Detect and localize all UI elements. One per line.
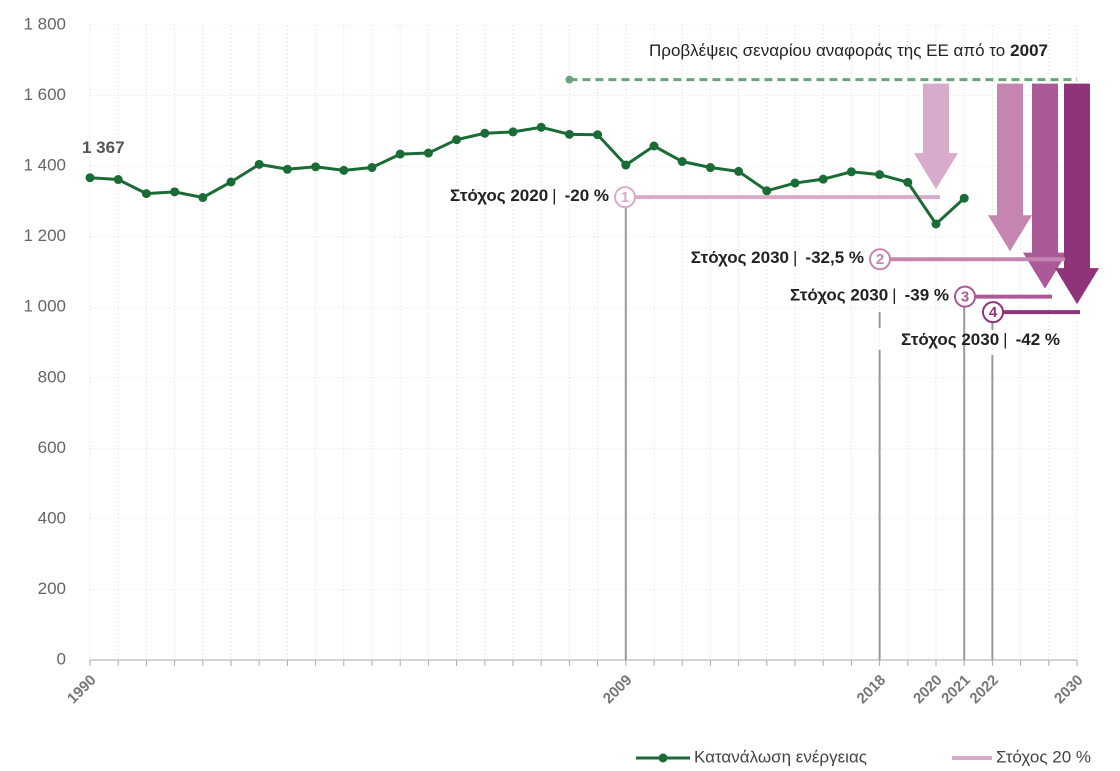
data-point [734,166,744,176]
data-label: 1 367 [82,138,125,157]
data-point [170,187,180,197]
target-number: 1 [621,189,629,206]
target-name: Στόχος 2020 [450,187,548,206]
target-badge [614,186,636,209]
legend-label: Στόχος 20 % [996,747,1091,766]
data-point [282,164,292,174]
x-tick-label: 2021 [938,672,974,708]
target-name: Στόχος 2030 [901,331,999,350]
x-tick-label: 2020 [910,672,946,708]
y-tick-label: 800 [38,367,66,386]
target-sep: | [552,187,556,206]
data-point [649,141,659,151]
target-percent: -39 % [905,286,949,305]
data-point [593,130,603,140]
data-point [311,162,321,172]
projection-dot [565,75,574,84]
target-arrow [1023,83,1067,289]
target-badge [954,285,976,308]
y-tick-label: 1 800 [23,14,66,33]
data-point [85,173,95,183]
target-name: Στόχος 2030 [790,286,888,305]
data-point [226,177,236,187]
target-label: Στόχος 2030 | -32,5 % [691,249,864,268]
data-point [705,163,715,173]
data-point [959,193,969,203]
y-tick-label: 1 000 [23,297,66,316]
target-percent: -20 % [565,187,609,206]
y-tick-label: 200 [38,579,66,598]
y-tick-label: 400 [38,508,66,527]
data-point [198,193,208,203]
target-number: 4 [989,304,998,321]
target-number: 2 [876,251,884,268]
data-point [141,189,151,199]
x-tick-label: 2022 [966,672,1002,708]
data-point [423,148,433,158]
target-badge [869,248,891,271]
data-point [508,127,518,137]
target-name: Στόχος 2030 [691,249,789,268]
data-point [480,128,490,138]
data-point [395,149,405,159]
target-arrow [988,83,1032,252]
data-point [564,129,574,139]
x-tick-label: 2018 [854,672,890,708]
projection-text: Προβλέψεις σεναρίου αναφοράς της ΕΕ από … [649,41,1005,60]
data-point [339,165,349,175]
data-point [113,175,123,185]
data-point [677,157,687,167]
target-sep: | [793,249,797,268]
data-point [931,219,941,229]
y-tick-label: 1 400 [23,156,66,175]
legend-label: Κατανάλωση ενέργειας [694,747,867,766]
data-point [846,167,856,177]
target-label: Στόχος 2030 | -42 % [901,331,1060,350]
target-sep: | [892,286,896,305]
y-tick-label: 1 200 [23,226,66,245]
data-point [790,178,800,188]
y-tick-label: 0 [57,649,66,668]
x-tick-label: 2030 [1051,672,1087,708]
data-point [367,163,377,173]
target-number: 3 [961,289,969,306]
x-tick-label: 2009 [600,672,636,708]
y-tick-label: 600 [38,438,66,457]
projection-year: 2007 [1010,41,1048,60]
x-tick-label: 1990 [64,672,100,708]
target-sep: | [1003,331,1007,350]
data-point [818,174,828,184]
y-tick-label: 1 600 [23,85,66,104]
target-arrow [1055,83,1099,305]
target-percent: -32,5 % [805,249,864,268]
data-point [762,186,772,196]
data-point [536,122,546,132]
data-point [452,135,462,145]
data-point [254,159,264,169]
target-arrow [914,83,958,190]
target-label: Στόχος 2020 | -20 % [450,187,609,206]
target-label: Στόχος 2030 | -39 % [790,286,949,305]
target-badge [982,301,1004,324]
line-series [89,125,966,227]
data-point [621,160,631,170]
data-point [875,170,885,180]
data-point [903,177,913,187]
legend-dot [658,753,668,763]
projection-label: Προβλέψεις σεναρίου αναφοράς της ΕΕ από … [649,41,1048,60]
target-percent: -42 % [1016,331,1060,350]
